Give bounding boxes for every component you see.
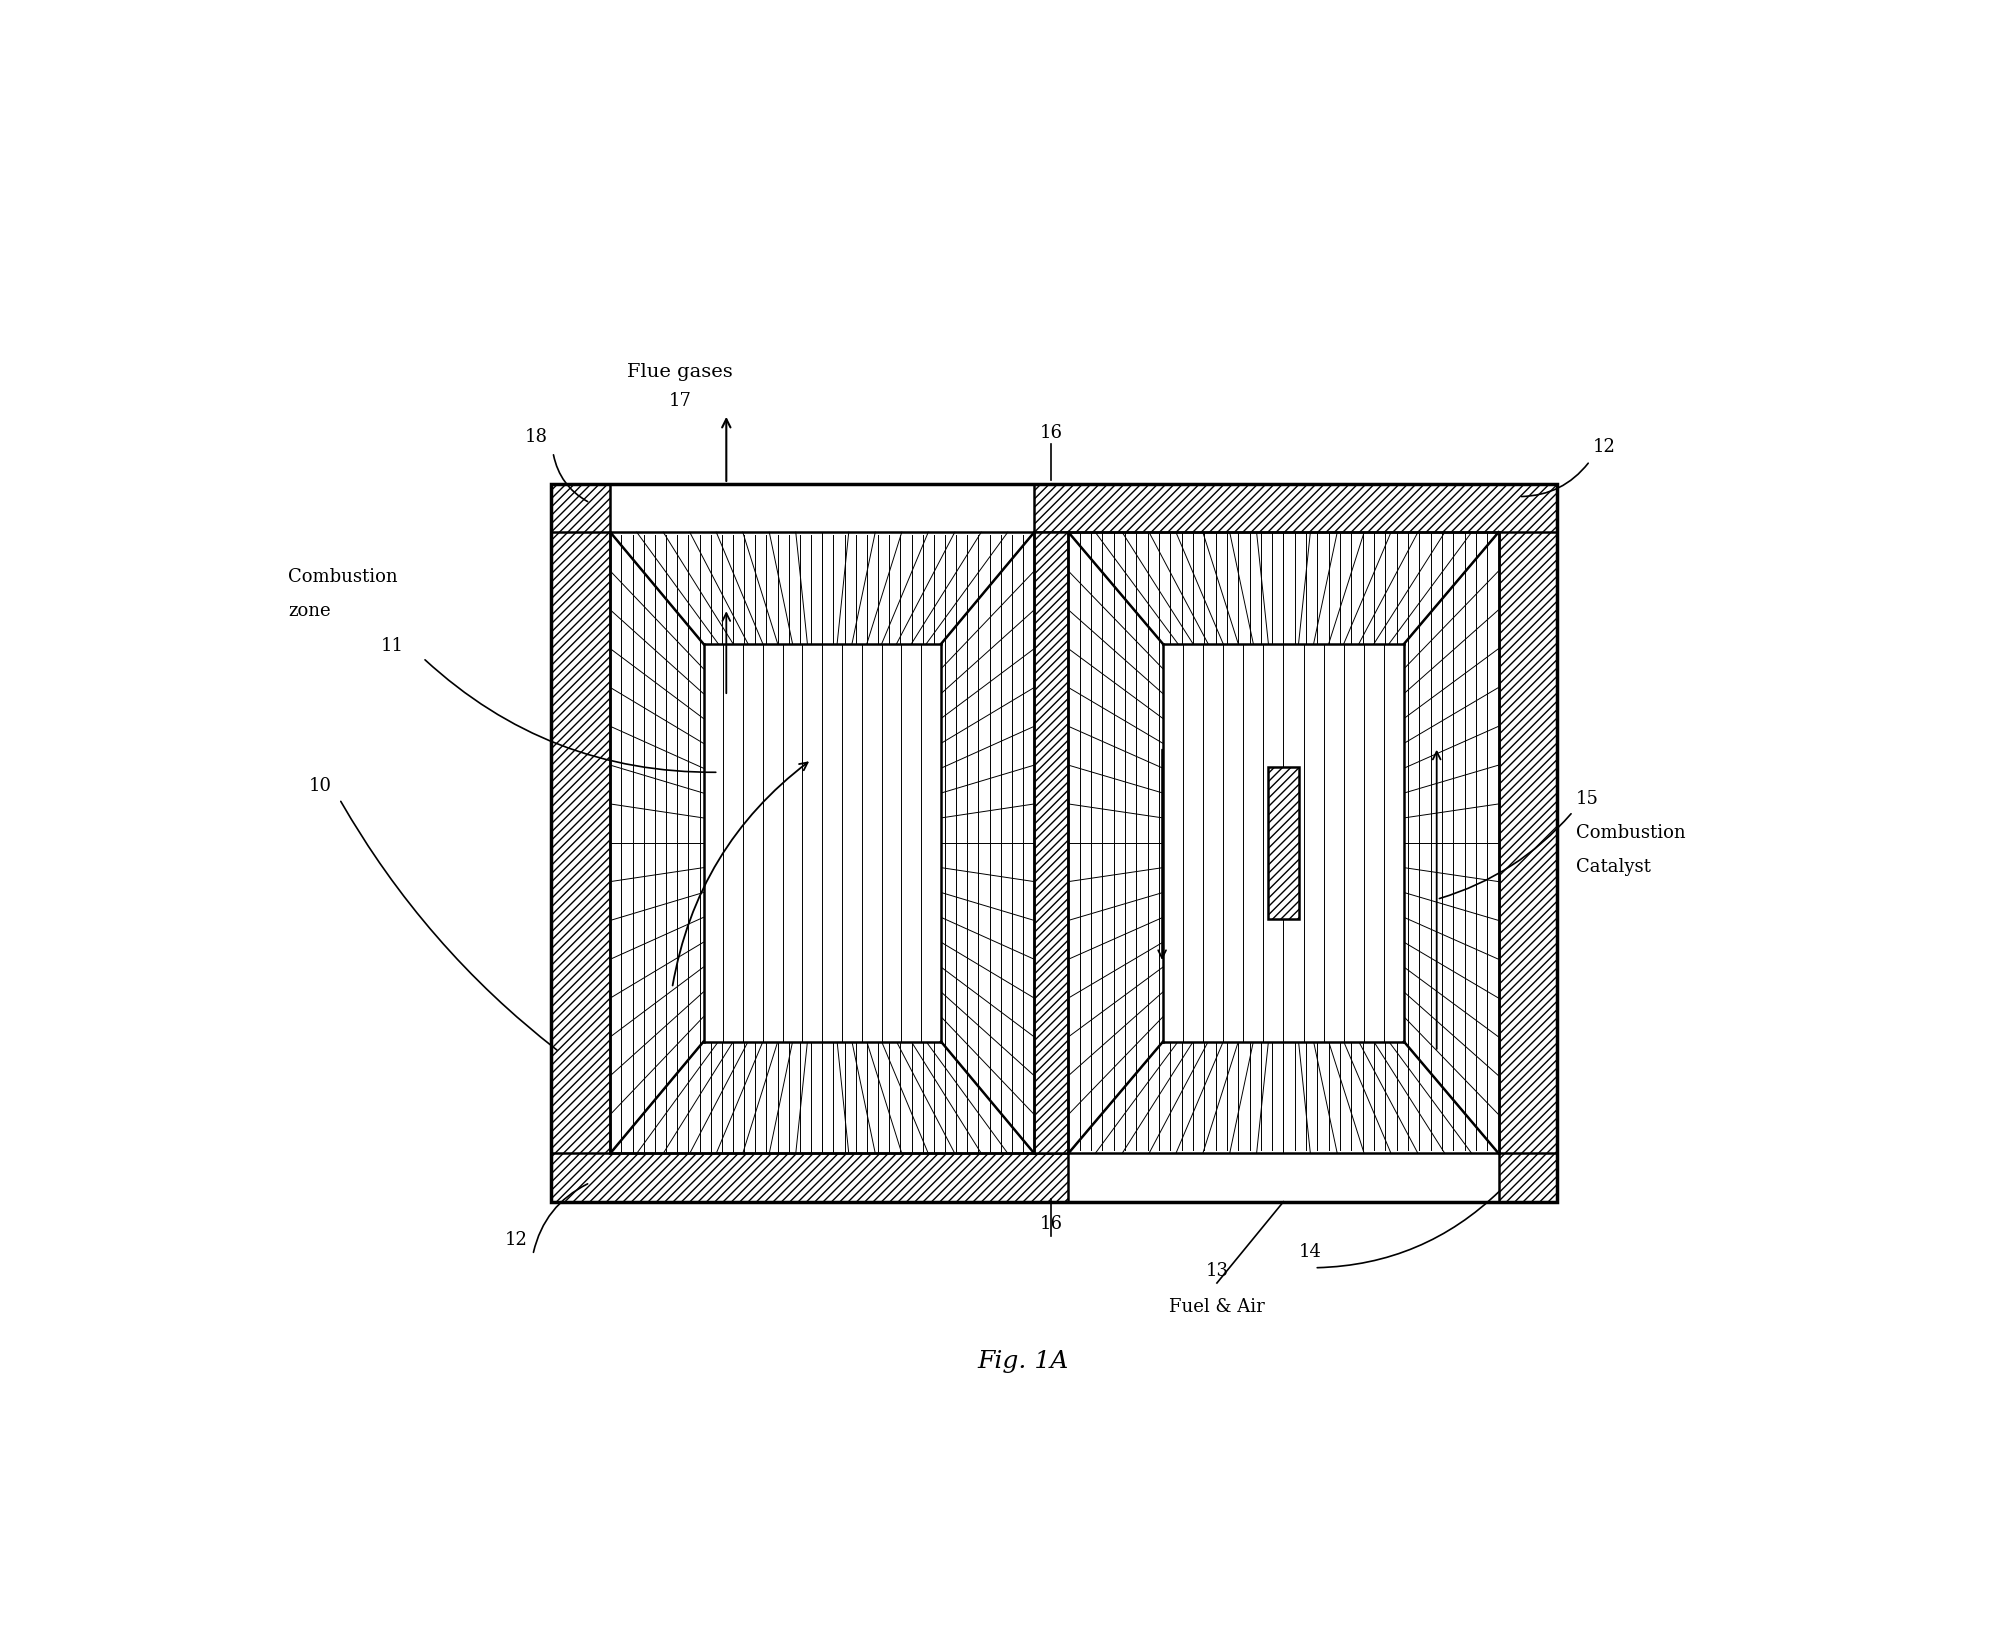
Text: zone: zone xyxy=(288,602,332,620)
Text: 10: 10 xyxy=(308,777,332,795)
Text: Combustion: Combustion xyxy=(1576,823,1685,842)
Bar xyxy=(551,483,1558,533)
Bar xyxy=(611,482,1034,535)
Bar xyxy=(551,483,611,1201)
Bar xyxy=(1034,533,1068,1153)
Text: 12: 12 xyxy=(505,1231,527,1249)
Bar xyxy=(1162,644,1404,1041)
Text: 16: 16 xyxy=(1040,1216,1062,1234)
Text: 17: 17 xyxy=(669,393,691,411)
Bar xyxy=(1068,1152,1498,1204)
Text: 11: 11 xyxy=(381,637,403,655)
Text: Catalyst: Catalyst xyxy=(1576,858,1652,876)
Text: 12: 12 xyxy=(1594,437,1616,455)
Bar xyxy=(551,1153,1558,1201)
Text: Fuel & Air: Fuel & Air xyxy=(1168,1299,1264,1317)
Bar xyxy=(1498,483,1558,1201)
Text: 14: 14 xyxy=(1298,1244,1322,1261)
Text: 15: 15 xyxy=(1576,790,1600,808)
Bar xyxy=(551,483,1558,1201)
Bar xyxy=(1268,767,1298,919)
Text: 16: 16 xyxy=(1040,424,1062,442)
Text: Combustion: Combustion xyxy=(288,568,397,586)
Text: 13: 13 xyxy=(1206,1262,1228,1280)
Text: Flue gases: Flue gases xyxy=(627,363,733,381)
Text: 18: 18 xyxy=(525,427,547,446)
Bar xyxy=(703,644,941,1041)
Text: Fig. 1A: Fig. 1A xyxy=(979,1350,1068,1373)
